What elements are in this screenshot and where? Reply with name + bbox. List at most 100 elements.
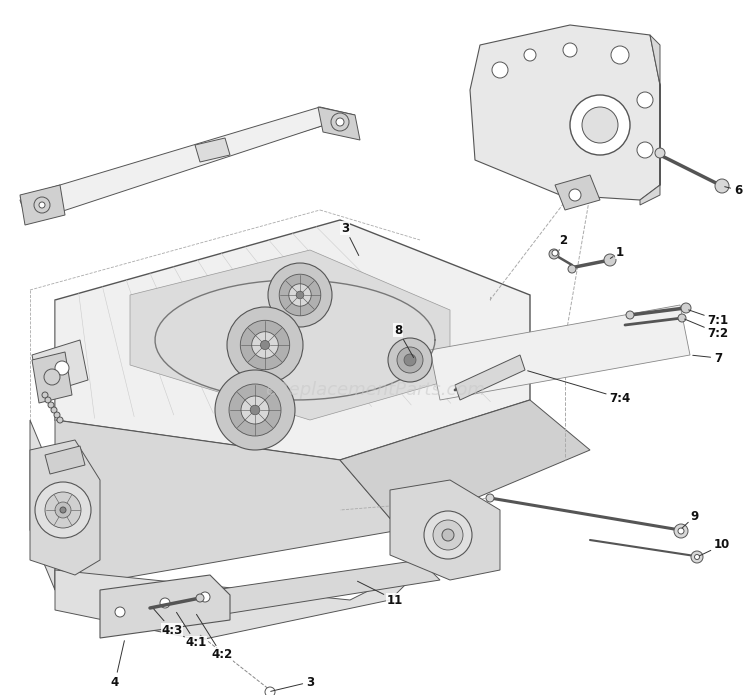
Polygon shape (55, 560, 430, 640)
Polygon shape (20, 107, 355, 212)
Polygon shape (130, 250, 450, 420)
Polygon shape (195, 138, 230, 162)
Circle shape (51, 407, 57, 413)
Circle shape (268, 263, 332, 327)
Polygon shape (30, 420, 55, 590)
Circle shape (442, 529, 454, 541)
Polygon shape (390, 480, 500, 580)
Polygon shape (55, 420, 400, 590)
Circle shape (569, 189, 581, 201)
Polygon shape (470, 25, 660, 200)
Circle shape (568, 265, 576, 273)
Circle shape (424, 511, 472, 559)
Circle shape (404, 354, 416, 366)
Text: 7:1: 7:1 (688, 310, 728, 327)
Circle shape (39, 202, 45, 208)
Text: 3: 3 (271, 676, 314, 692)
Polygon shape (340, 400, 590, 530)
Polygon shape (32, 352, 72, 403)
Text: 11: 11 (358, 581, 403, 607)
Polygon shape (318, 107, 360, 140)
Text: 4:3: 4:3 (154, 609, 183, 637)
Circle shape (215, 370, 295, 450)
Circle shape (715, 179, 729, 193)
Circle shape (563, 43, 577, 57)
Circle shape (260, 341, 269, 350)
Circle shape (492, 62, 508, 78)
Circle shape (524, 49, 536, 61)
Text: 6: 6 (724, 183, 742, 197)
Polygon shape (180, 560, 440, 618)
Polygon shape (555, 175, 600, 210)
Text: 4: 4 (111, 641, 125, 689)
Text: 7:4: 7:4 (528, 371, 631, 404)
Circle shape (54, 412, 60, 418)
Circle shape (34, 197, 50, 213)
Text: eReplacementParts.com: eReplacementParts.com (265, 381, 485, 399)
Circle shape (240, 320, 290, 370)
Circle shape (55, 502, 71, 518)
Polygon shape (100, 575, 230, 638)
Circle shape (289, 284, 311, 306)
Text: 7:2: 7:2 (685, 319, 728, 339)
Circle shape (160, 598, 170, 608)
Circle shape (252, 332, 278, 359)
Text: 4:1: 4:1 (176, 612, 207, 650)
Circle shape (637, 92, 653, 108)
Text: 8: 8 (394, 323, 414, 358)
Circle shape (331, 113, 349, 131)
Polygon shape (20, 110, 325, 215)
Circle shape (45, 492, 81, 528)
Circle shape (674, 524, 688, 538)
Circle shape (678, 528, 684, 534)
Circle shape (229, 384, 281, 436)
Circle shape (296, 291, 304, 299)
Text: 4:2: 4:2 (196, 614, 232, 662)
Text: 9: 9 (682, 509, 699, 528)
Circle shape (433, 520, 463, 550)
Circle shape (200, 592, 210, 602)
Circle shape (35, 482, 91, 538)
Polygon shape (455, 355, 525, 400)
Circle shape (637, 142, 653, 158)
Circle shape (694, 555, 700, 559)
Circle shape (655, 148, 665, 158)
Circle shape (691, 551, 703, 563)
Polygon shape (20, 185, 65, 225)
Circle shape (44, 369, 60, 385)
Circle shape (611, 46, 629, 64)
Text: 3: 3 (341, 222, 358, 256)
Circle shape (42, 392, 48, 398)
Circle shape (265, 687, 275, 695)
Circle shape (336, 118, 344, 126)
Circle shape (48, 402, 54, 408)
Circle shape (227, 307, 303, 383)
Circle shape (45, 397, 51, 403)
Circle shape (115, 607, 125, 617)
Circle shape (251, 405, 260, 415)
Polygon shape (430, 305, 690, 400)
Text: 7: 7 (693, 352, 722, 364)
Circle shape (678, 314, 686, 322)
Circle shape (681, 303, 691, 313)
Polygon shape (45, 446, 85, 474)
Circle shape (60, 507, 66, 513)
Circle shape (241, 396, 269, 424)
Polygon shape (32, 340, 88, 395)
Circle shape (626, 311, 634, 319)
Circle shape (55, 361, 69, 375)
Text: 2: 2 (559, 234, 567, 250)
Text: 10: 10 (700, 539, 730, 556)
Polygon shape (640, 35, 660, 205)
Circle shape (279, 275, 321, 316)
Circle shape (196, 594, 204, 602)
Circle shape (552, 250, 558, 256)
Circle shape (397, 347, 423, 373)
Circle shape (604, 254, 616, 266)
Circle shape (582, 107, 618, 143)
Circle shape (57, 417, 63, 423)
Circle shape (549, 249, 559, 259)
Circle shape (388, 338, 432, 382)
Polygon shape (55, 220, 530, 460)
Circle shape (570, 95, 630, 155)
